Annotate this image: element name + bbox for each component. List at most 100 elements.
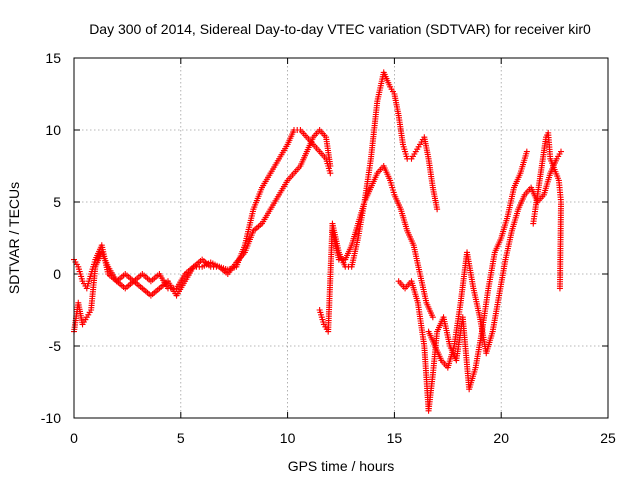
data-point-interp <box>386 175 393 182</box>
y-tick-label: 15 <box>45 50 61 66</box>
x-tick-label: 0 <box>70 430 78 446</box>
series-track-f <box>425 148 565 371</box>
data-point-interp <box>416 268 423 275</box>
data-point-interp <box>395 110 402 117</box>
data-point-interp <box>470 283 477 290</box>
series-track-a <box>71 127 334 335</box>
data-point-interp <box>257 222 264 229</box>
y-tick-label: -5 <box>49 338 62 354</box>
data-point-interp <box>520 193 527 200</box>
data-point-interp <box>188 265 195 272</box>
data-point-interp <box>503 215 510 222</box>
plot-frame <box>73 57 609 419</box>
data-point-interp <box>373 172 380 179</box>
data-point-interp <box>555 175 562 182</box>
data-point-interp <box>433 204 440 211</box>
grid-lines <box>74 58 608 418</box>
x-tick-label: 25 <box>600 430 616 446</box>
data-point-interp <box>354 237 361 244</box>
data-point-interp <box>78 275 85 282</box>
data-point-interp <box>196 263 203 270</box>
data-point-interp <box>163 283 170 290</box>
data-point-interp <box>539 193 546 200</box>
data-point-interp <box>180 273 187 280</box>
data-point-interp <box>399 139 406 146</box>
data-point-interp <box>422 297 429 304</box>
data-point-interp <box>532 208 539 215</box>
y-tick-label: 10 <box>45 122 61 138</box>
data-point-interp <box>514 208 521 215</box>
data-point-interp <box>73 261 80 268</box>
data-point-interp <box>258 186 265 193</box>
data-point-interp <box>326 167 333 174</box>
data-point-interp <box>446 340 453 347</box>
data-points <box>71 69 565 414</box>
data-point-interp <box>289 172 296 178</box>
data-point-interp <box>556 151 563 157</box>
data-point-interp <box>249 208 256 215</box>
chart-title: Day 300 of 2014, Sidereal Day-to-day VTE… <box>89 21 591 37</box>
data-point-interp <box>339 256 346 263</box>
data-point-interp <box>274 157 281 164</box>
data-point-interp <box>266 172 273 179</box>
data-point-interp <box>497 237 504 244</box>
series-track-b <box>71 127 334 292</box>
data-point-interp <box>302 150 309 157</box>
data-point-interp <box>425 153 432 160</box>
data-point-interp <box>489 330 496 337</box>
data-point-interp <box>180 280 187 287</box>
x-axis-label: GPS time / hours <box>288 458 395 474</box>
data-point-interp <box>390 189 397 196</box>
data-point-interp <box>231 261 238 268</box>
y-tick-label: 0 <box>53 266 61 282</box>
data-point-interp <box>170 285 177 292</box>
series-track-g <box>530 129 565 292</box>
data-point-interp <box>403 153 410 160</box>
data-point-interp <box>321 132 328 139</box>
data-point-interp <box>485 287 492 294</box>
data-point-interp <box>266 208 273 215</box>
data-point-interp <box>274 193 281 200</box>
data-point-interp <box>409 240 416 247</box>
data-point-interp <box>523 150 530 157</box>
data-point-interp <box>431 340 438 347</box>
data-point-interp <box>104 268 111 275</box>
x-tick-label: 10 <box>280 430 296 446</box>
data-point-interp <box>283 143 290 150</box>
data-point-interp <box>315 146 322 153</box>
data-point-interp <box>367 158 374 165</box>
data-point-interp <box>502 258 509 265</box>
axis-ticks: 0 5 10 15 20 25 -10 -5 0 5 10 15 <box>41 50 616 446</box>
data-point-interp <box>87 273 94 280</box>
data-point-interp <box>283 179 290 186</box>
y-axis-label: SDTVAR / TECUs <box>6 182 22 294</box>
x-tick-label: 15 <box>387 430 403 446</box>
data-point-interp <box>547 153 554 160</box>
data-point-interp <box>433 330 440 337</box>
series-track-e <box>395 148 530 414</box>
data-point-interp <box>403 225 410 232</box>
data-point-interp <box>516 172 523 179</box>
series-track-d <box>329 163 436 321</box>
data-point-interp <box>309 136 316 143</box>
data-point-interp <box>326 160 333 167</box>
data-point-interp <box>154 286 161 293</box>
data-point-interp <box>556 283 563 290</box>
data-point-interp <box>82 316 89 323</box>
data-point-interp <box>450 345 457 352</box>
data-point-interp <box>414 297 421 304</box>
data-point-interp <box>341 261 348 268</box>
data-point-interp <box>495 294 502 301</box>
data-point-interp <box>335 254 342 261</box>
data-point-interp <box>91 259 98 265</box>
data-point-interp <box>347 244 354 251</box>
data-point-interp <box>428 312 435 319</box>
data-point-interp <box>411 151 418 157</box>
data-point-interp <box>366 186 373 193</box>
x-tick-label: 20 <box>493 430 509 446</box>
data-point-interp <box>508 230 515 237</box>
data-point-interp <box>415 143 422 150</box>
data-point-interp <box>249 229 256 236</box>
y-tick-label: 5 <box>53 194 61 210</box>
